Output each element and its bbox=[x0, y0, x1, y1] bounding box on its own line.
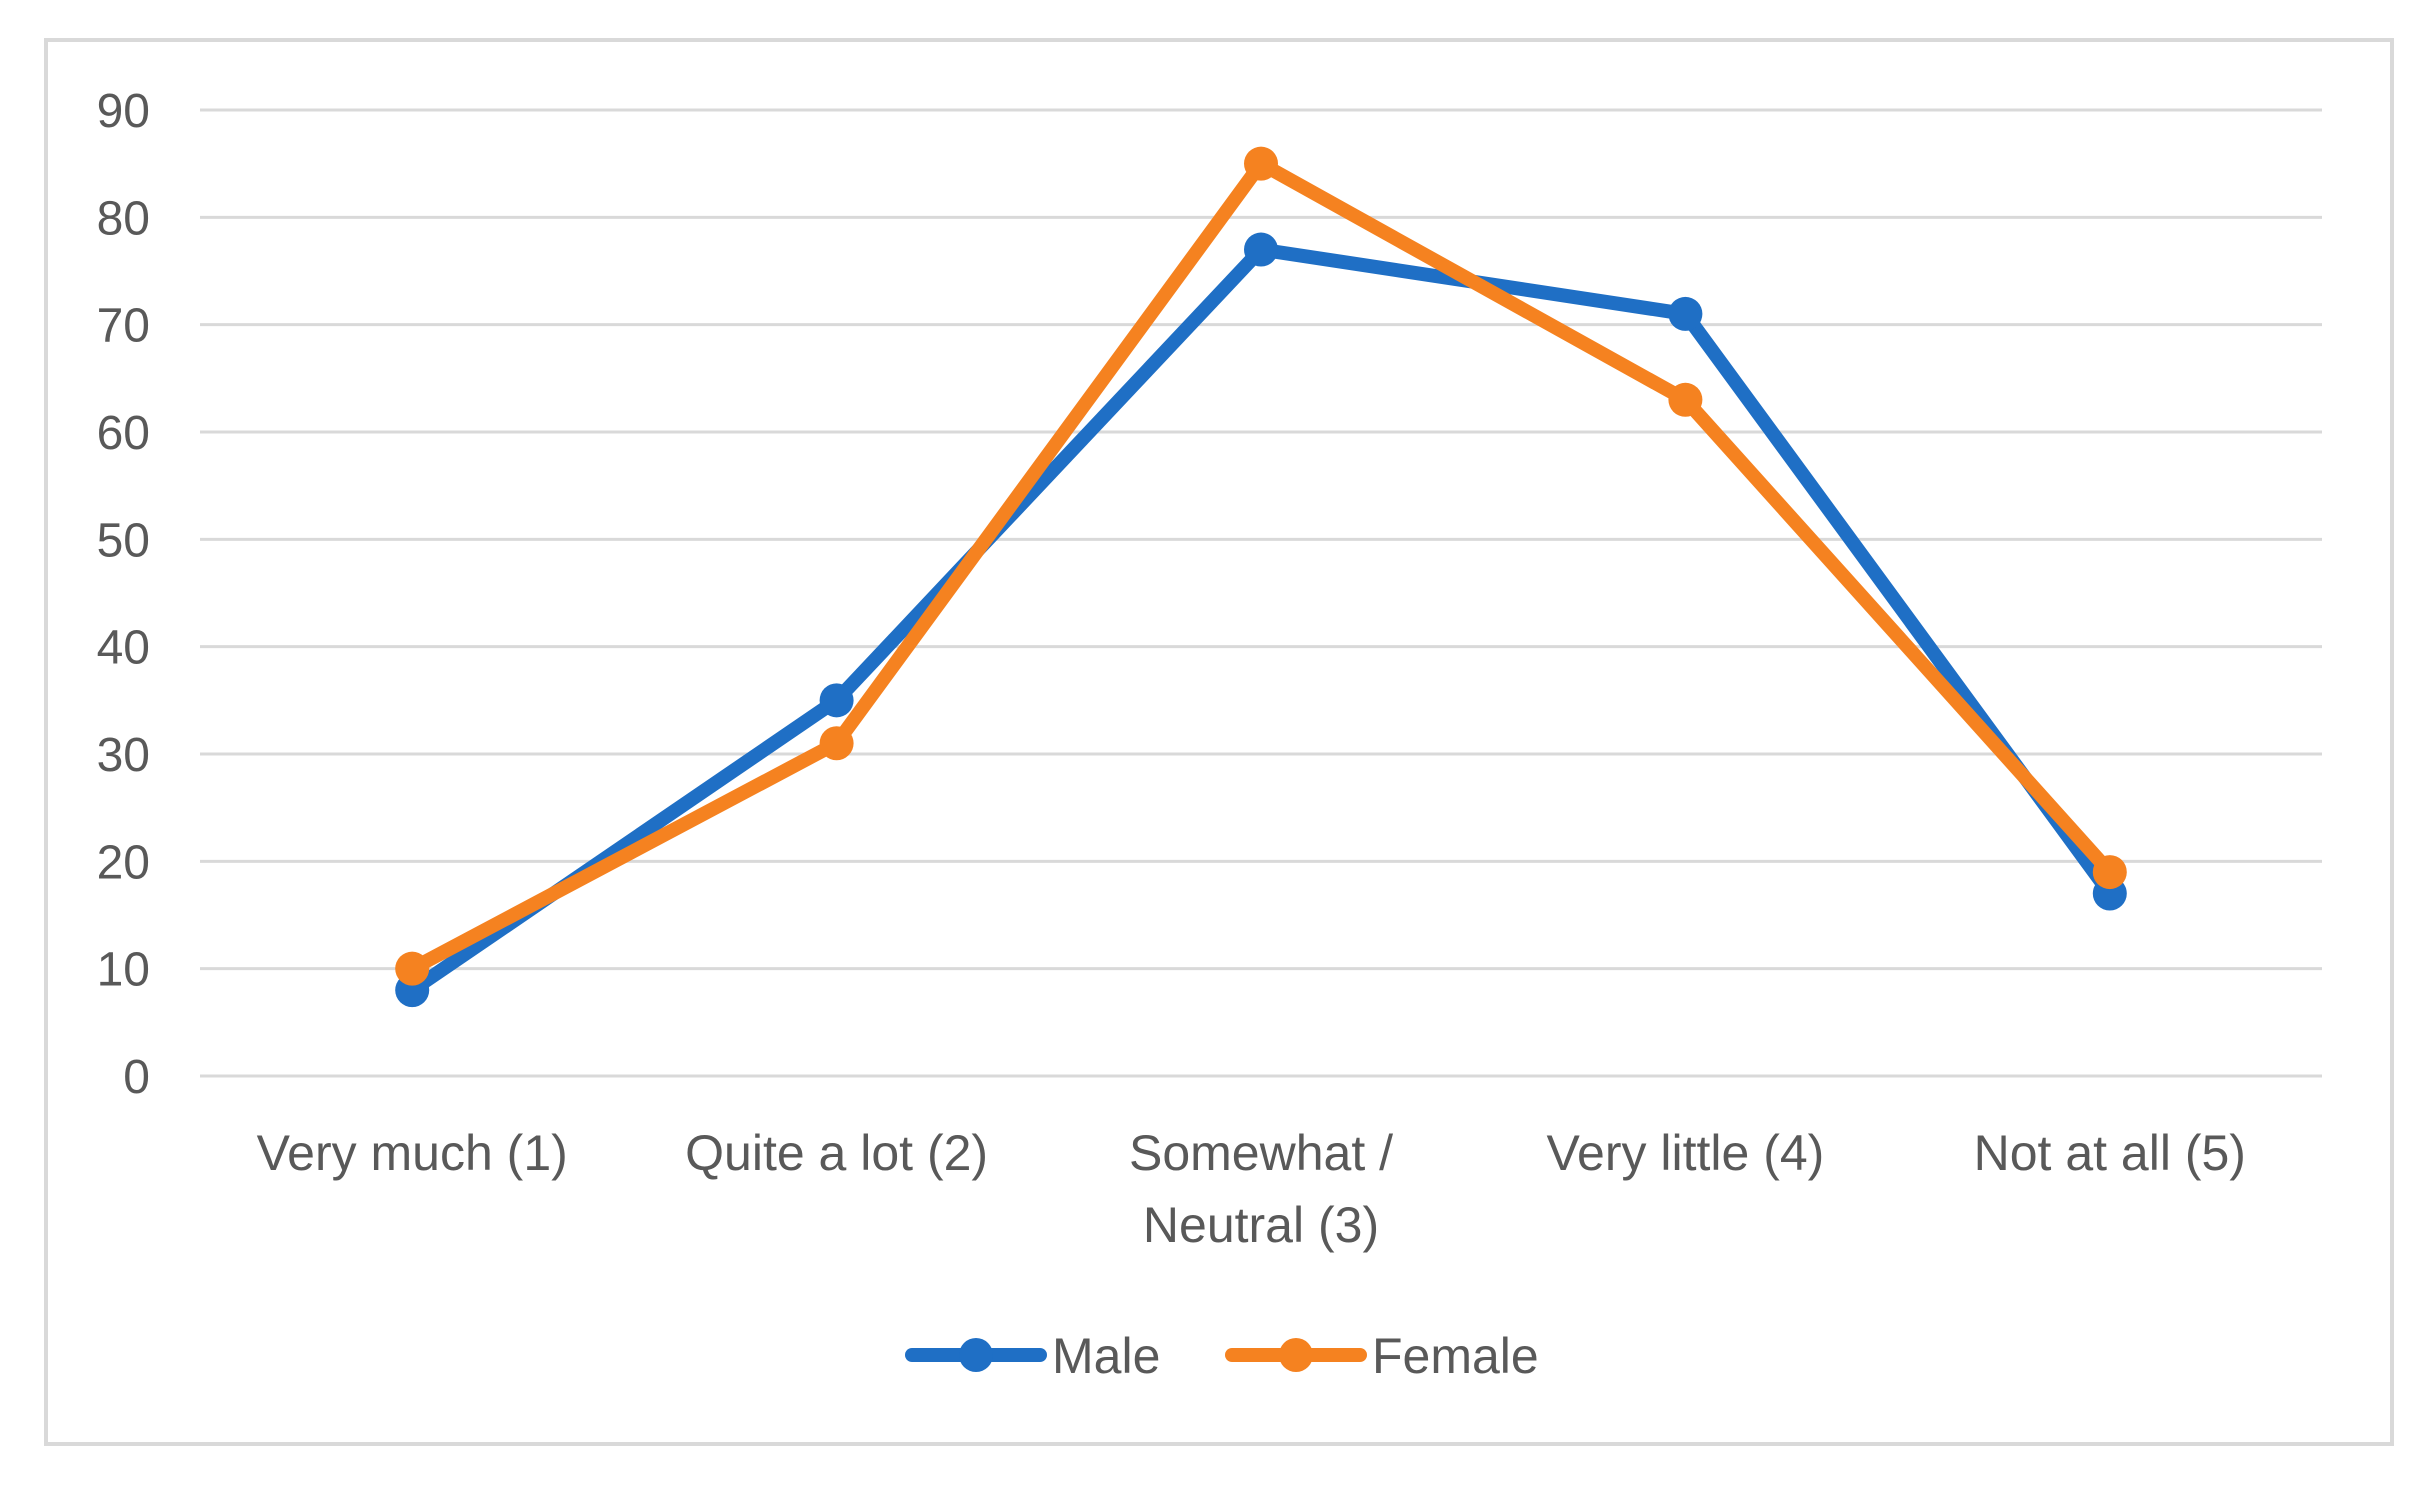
x-category-label: Very much (1) bbox=[257, 1125, 568, 1181]
legend-label: Male bbox=[1052, 1328, 1160, 1384]
y-tick-label: 0 bbox=[123, 1051, 150, 1104]
series-line-male bbox=[405, 242, 2117, 998]
legend-swatch-marker bbox=[959, 1338, 993, 1372]
y-tick-label: 40 bbox=[97, 622, 150, 675]
series-male bbox=[395, 232, 2127, 1008]
legend-label: Female bbox=[1372, 1328, 1539, 1384]
y-tick-label: 10 bbox=[97, 944, 150, 997]
x-axis-categories: Very much (1) Quite a lot (2) Somewhat / Ne… bbox=[257, 1125, 2246, 1253]
y-tick-label: 80 bbox=[97, 192, 150, 245]
y-tick-label: 30 bbox=[97, 729, 150, 782]
y-tick-label: 70 bbox=[97, 300, 150, 353]
legend-swatch-marker bbox=[1279, 1338, 1313, 1372]
y-tick-label: 50 bbox=[97, 514, 150, 567]
legend-item-female: Female bbox=[1225, 1328, 1539, 1384]
y-tick-label: 90 bbox=[97, 85, 150, 138]
y-tick-label: 20 bbox=[97, 836, 150, 889]
legend: Male Female bbox=[905, 1328, 1539, 1384]
data-point-female bbox=[395, 951, 430, 986]
y-tick-label: 60 bbox=[97, 407, 150, 460]
data-point-female bbox=[2092, 855, 2127, 890]
x-category-label: Neutral (3) bbox=[1143, 1197, 1379, 1253]
x-category-label: Quite a lot (2) bbox=[685, 1125, 988, 1181]
gridlines bbox=[200, 108, 2322, 1078]
data-point-male bbox=[1668, 296, 1703, 331]
legend-item-male: Male bbox=[905, 1328, 1160, 1384]
data-point-female bbox=[1244, 146, 1278, 181]
x-category-label: Not at all (5) bbox=[1974, 1125, 2246, 1181]
series bbox=[395, 146, 2127, 1008]
x-category-label: Very little (4) bbox=[1546, 1125, 1824, 1181]
y-axis-ticks: 0 10 20 30 40 50 60 70 80 90 bbox=[97, 85, 150, 1104]
data-point-male bbox=[819, 683, 854, 718]
data-point-male bbox=[1244, 232, 1278, 267]
x-category-label: Somewhat / bbox=[1129, 1125, 1393, 1181]
series-line-female bbox=[405, 156, 2117, 976]
series-female bbox=[395, 146, 2127, 986]
data-point-female bbox=[1668, 382, 1703, 417]
data-point-female bbox=[819, 726, 854, 761]
